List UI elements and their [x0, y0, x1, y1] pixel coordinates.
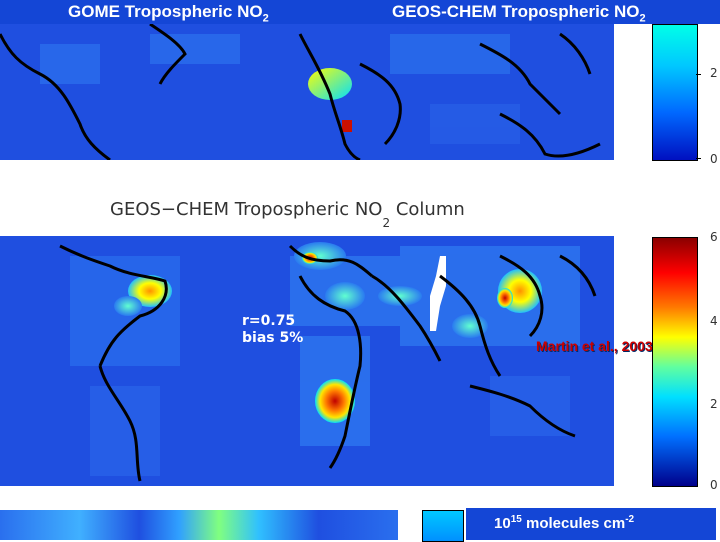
hotspot-middle-east — [378, 286, 422, 306]
bottom-map-strip — [0, 510, 398, 540]
geos-chem-title: GEOS-CHEM Tropospheric NO2 — [392, 2, 646, 25]
land-texture — [70, 246, 580, 476]
lower-colorbar-tick-2: 2 — [710, 397, 718, 411]
bottom-colorbar-fragment — [422, 510, 464, 542]
correlation-text: r=0.75 — [242, 313, 296, 329]
top-colorbar — [652, 24, 698, 161]
top-colorbar-tick-0: 0 — [710, 152, 718, 166]
top-colorbar-tick-mark-0 — [696, 158, 701, 159]
top-map-texture — [40, 34, 520, 144]
hotspot-southern-africa — [315, 379, 355, 423]
geos-chem-column-title: GEOS−CHEM Tropospheric NO2 Column — [110, 199, 465, 230]
hotspot-china-core — [497, 288, 513, 308]
top-map-svg — [0, 24, 614, 160]
geos-chem-map — [0, 236, 614, 486]
hotspot-midwest-us — [114, 296, 142, 316]
bias-text: bias 5% — [242, 330, 304, 346]
coastlines — [59, 244, 597, 482]
geos-chem-map-svg — [0, 236, 614, 486]
top-hotspot-south-africa — [342, 120, 352, 132]
top-title-bar — [0, 0, 720, 24]
lower-colorbar — [652, 237, 698, 487]
top-colorbar-tick-2: 2 — [710, 66, 718, 80]
gome-title: GOME Tropospheric NO2 — [68, 2, 269, 25]
top-map — [0, 24, 614, 160]
units-label: 1015 molecules cm-2 — [494, 514, 635, 532]
citation-label: Martin et al., 2003 — [536, 338, 653, 354]
top-hotspot-africa — [308, 68, 352, 100]
masked-region — [430, 256, 446, 331]
lower-colorbar-tick-6: 6 — [710, 230, 718, 244]
units-box — [466, 508, 716, 540]
top-colorbar-tick-mark-2 — [696, 74, 701, 75]
hotspot-eastern-us — [128, 275, 172, 307]
hotspot-north-africa — [325, 282, 365, 310]
lower-colorbar-tick-4: 4 — [710, 314, 718, 328]
lower-colorbar-tick-0: 0 — [710, 478, 718, 492]
statistics-label: r=0.75 bias 5% — [242, 313, 303, 347]
top-coastlines — [0, 24, 601, 160]
